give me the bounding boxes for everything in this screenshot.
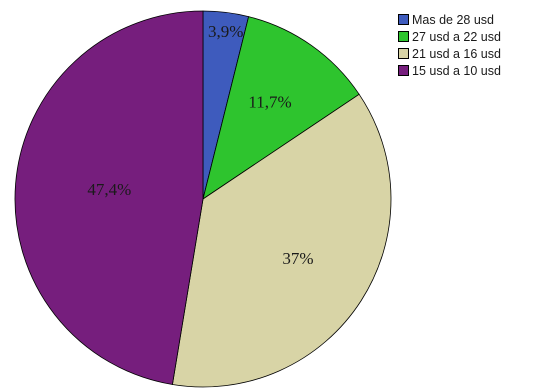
legend-label-1: Mas de 28 usd [412, 12, 494, 27]
legend-item-2: 27 usd a 22 usd [398, 28, 501, 45]
data-label-4: 47,4% [87, 180, 131, 199]
legend-swatch-4 [398, 65, 409, 76]
data-label-1: 3,9% [208, 22, 243, 41]
legend: Mas de 28 usd 27 usd a 22 usd 21 usd a 16 … [398, 11, 501, 79]
legend-swatch-2 [398, 31, 409, 42]
data-label-3: 37% [282, 249, 313, 268]
legend-swatch-1 [398, 14, 409, 25]
legend-label-2: 27 usd a 22 usd [412, 29, 501, 44]
pie-slice-4 [14, 10, 204, 385]
legend-item-3: 21 usd a 16 usd [398, 45, 501, 62]
pie-slice-2 [202, 16, 360, 200]
legend-swatch-3 [398, 48, 409, 59]
pie-data-labels: 3,9% 11,7% 37% 47,4% [87, 22, 313, 268]
legend-item-1: Mas de 28 usd [398, 11, 501, 28]
pie-slice-3 [171, 93, 392, 388]
legend-item-4: 15 usd a 10 usd [398, 62, 501, 79]
legend-label-3: 21 usd a 16 usd [412, 46, 501, 61]
data-label-2: 11,7% [248, 93, 291, 112]
pie-slices [14, 10, 392, 388]
legend-label-4: 15 usd a 10 usd [412, 63, 501, 78]
